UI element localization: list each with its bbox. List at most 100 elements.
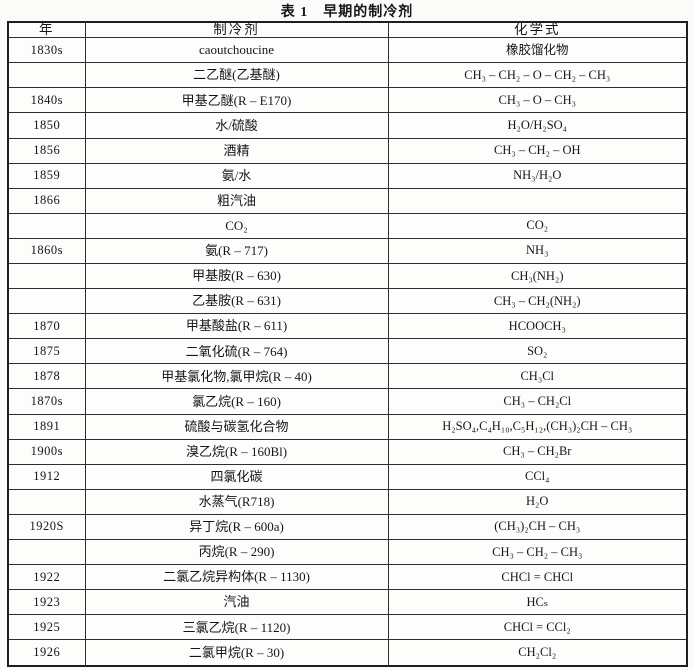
year-cell: 1830s: [7, 37, 86, 64]
year-cell: [7, 288, 86, 315]
refrigerant-cell: 丙烷(R – 290): [84, 539, 389, 566]
refrigerant-cell: 氨/水: [84, 162, 389, 189]
table-row: 丙烷(R – 290) CH₃ – CH₂ – CH₃: [7, 539, 688, 566]
refrigerant-cell: caoutchoucine: [84, 37, 389, 64]
year-cell: [7, 539, 86, 566]
year-cell: 1840s: [7, 87, 86, 114]
year-cell: 1926: [7, 639, 86, 667]
formula-cell: CH₃ – O – CH₃: [387, 87, 688, 114]
refrigerant-cell: 乙基胺(R – 631): [84, 288, 389, 315]
table-row: 1860s 氨(R – 717) NH₃: [7, 237, 688, 265]
table-row: 1830s caoutchoucine 橡胶馏化物: [7, 37, 688, 64]
formula-cell: CH₃ – CH₂ – O – CH₂ – CH₃: [387, 62, 688, 89]
formula-cell: NH₃: [387, 237, 688, 265]
refrigerant-cell: 水/硫酸: [84, 112, 389, 139]
formula-cell: CCl₄: [387, 463, 688, 490]
formula-cell: H₂O: [387, 488, 688, 515]
year-cell: 1870s: [7, 388, 86, 415]
table-row: 1925 三氯乙烷(R – 1120) CHCl = CCl₂: [7, 614, 688, 641]
formula-cell: CH₃ – CH₂Cl: [387, 388, 688, 415]
table-row: 1870s 氯乙烷(R – 160) CH₃ – CH₂Cl: [7, 388, 688, 415]
table-title: 表 1 早期的制冷剂: [280, 5, 414, 20]
table-row: CO₂ CO₂: [7, 212, 688, 239]
year-cell: 1856: [7, 137, 86, 164]
table-row: 1866 粗汽油: [7, 187, 688, 214]
year-cell: 1923: [7, 589, 86, 616]
year-cell: 1912: [7, 463, 86, 490]
header-row: 年 制冷剂 化学式: [7, 21, 688, 39]
table-row: 1923 汽油 HCₛ: [7, 589, 688, 616]
year-cell: 1891: [7, 413, 86, 440]
formula-cell: CH₃(NH₂): [387, 263, 688, 290]
formula-cell: CHCl = CHCl: [387, 564, 688, 591]
formula-cell: HCOOCH₃: [387, 313, 688, 340]
year-cell: [7, 488, 86, 515]
table-row: 1840s 甲基乙醚(R – E170) CH₃ – O – CH₃: [7, 87, 688, 114]
refrigerant-cell: 粗汽油: [84, 187, 389, 214]
table-row: 1922 二氯乙烷异构体(R – 1130) CHCl = CHCl: [7, 564, 688, 591]
year-cell: 1870: [7, 313, 86, 340]
formula-cell: CH₃Cl: [387, 363, 688, 390]
formula-cell: CHCl = CCl₂: [387, 614, 688, 641]
table-row: 水蒸气(R718) H₂O: [7, 488, 688, 515]
formula-cell: H₂SO₄,C₄H₁₀,C₅H₁₂,(CH₃)₂CH – CH₃: [387, 413, 688, 440]
year-cell: 1860s: [7, 237, 86, 265]
formula-cell: NH₃/H₂O: [387, 162, 688, 189]
refrigerant-cell: 二氧化硫(R – 764): [84, 338, 389, 365]
year-cell: 1878: [7, 363, 86, 390]
column-header-refrigerant: 制冷剂: [84, 21, 389, 39]
table-row: 1900s 溴乙烷(R – 160Bl) CH₃ – CH₂Br: [7, 438, 688, 465]
year-cell: 1900s: [7, 438, 86, 465]
year-cell: 1875: [7, 338, 86, 365]
formula-cell: HCₛ: [387, 589, 688, 616]
refrigerant-cell: 甲基乙醚(R – E170): [84, 87, 389, 114]
refrigerant-cell: 四氯化碳: [84, 463, 389, 490]
formula-cell: H₂O/H₂SO₄: [387, 112, 688, 139]
year-cell: 1850: [7, 112, 86, 139]
refrigerant-table: 年 制冷剂 化学式 1830s caoutchoucine 橡胶馏化物 二乙醚(…: [7, 21, 688, 667]
formula-cell: CH₃ – CH₂(NH₂): [387, 288, 688, 315]
year-cell: 1920S: [7, 513, 86, 541]
formula-cell: SO₂: [387, 338, 688, 365]
refrigerant-cell: 二氯甲烷(R – 30): [84, 639, 389, 667]
formula-cell: CH₃ – CH₂Br: [387, 438, 688, 465]
table-row: 1850 水/硫酸 H₂O/H₂SO₄: [7, 112, 688, 139]
table-row: 1926 二氯甲烷(R – 30) CH₂Cl₂: [7, 639, 688, 667]
refrigerant-table-body: 1830s caoutchoucine 橡胶馏化物 二乙醚(乙基醚) CH₃ –…: [7, 37, 688, 667]
refrigerant-cell: 氨(R – 717): [84, 237, 389, 265]
formula-cell: CH₃ – CH₂ – CH₃: [387, 539, 688, 566]
formula-cell: [387, 187, 688, 214]
table-row: 1920S 异丁烷(R – 600a) (CH₃)₂CH – CH₃: [7, 513, 688, 541]
table-row: 1891 硫酸与碳氢化合物 H₂SO₄,C₄H₁₀,C₅H₁₂,(CH₃)₂CH…: [7, 413, 688, 440]
year-cell: 1866: [7, 187, 86, 214]
table-row: 1912 四氯化碳 CCl₄: [7, 463, 688, 490]
refrigerant-cell: 酒精: [84, 137, 389, 164]
year-cell: [7, 212, 86, 239]
refrigerant-cell: 二乙醚(乙基醚): [84, 62, 389, 89]
refrigerant-cell: 三氯乙烷(R – 1120): [84, 614, 389, 641]
formula-cell: CO₂: [387, 212, 688, 239]
refrigerant-cell: 硫酸与碳氢化合物: [84, 413, 389, 440]
formula-cell: (CH₃)₂CH – CH₃: [387, 513, 688, 541]
refrigerant-cell: 异丁烷(R – 600a): [84, 513, 389, 541]
year-cell: 1925: [7, 614, 86, 641]
formula-cell: CH₂Cl₂: [387, 639, 688, 667]
table-row: 1875 二氧化硫(R – 764) SO₂: [7, 338, 688, 365]
column-header-year: 年: [7, 21, 86, 39]
refrigerant-cell: 汽油: [84, 589, 389, 616]
refrigerant-cell: CO₂: [84, 212, 389, 239]
year-cell: 1859: [7, 162, 86, 189]
table-row: 1870 甲基酸盐(R – 611) HCOOCH₃: [7, 313, 688, 340]
refrigerant-cell: 溴乙烷(R – 160Bl): [84, 438, 389, 465]
refrigerant-cell: 水蒸气(R718): [84, 488, 389, 515]
refrigerant-cell: 甲基胺(R – 630): [84, 263, 389, 290]
table-row: 1859 氨/水 NH₃/H₂O: [7, 162, 688, 189]
refrigerant-cell: 甲基酸盐(R – 611): [84, 313, 389, 340]
refrigerant-cell: 氯乙烷(R – 160): [84, 388, 389, 415]
table-row: 乙基胺(R – 631) CH₃ – CH₂(NH₂): [7, 288, 688, 315]
year-cell: 1922: [7, 564, 86, 591]
refrigerant-cell: 二氯乙烷异构体(R – 1130): [84, 564, 389, 591]
refrigerant-cell: 甲基氯化物,氯甲烷(R – 40): [84, 363, 389, 390]
table-row: 二乙醚(乙基醚) CH₃ – CH₂ – O – CH₂ – CH₃: [7, 62, 688, 89]
table-row: 甲基胺(R – 630) CH₃(NH₂): [7, 263, 688, 290]
